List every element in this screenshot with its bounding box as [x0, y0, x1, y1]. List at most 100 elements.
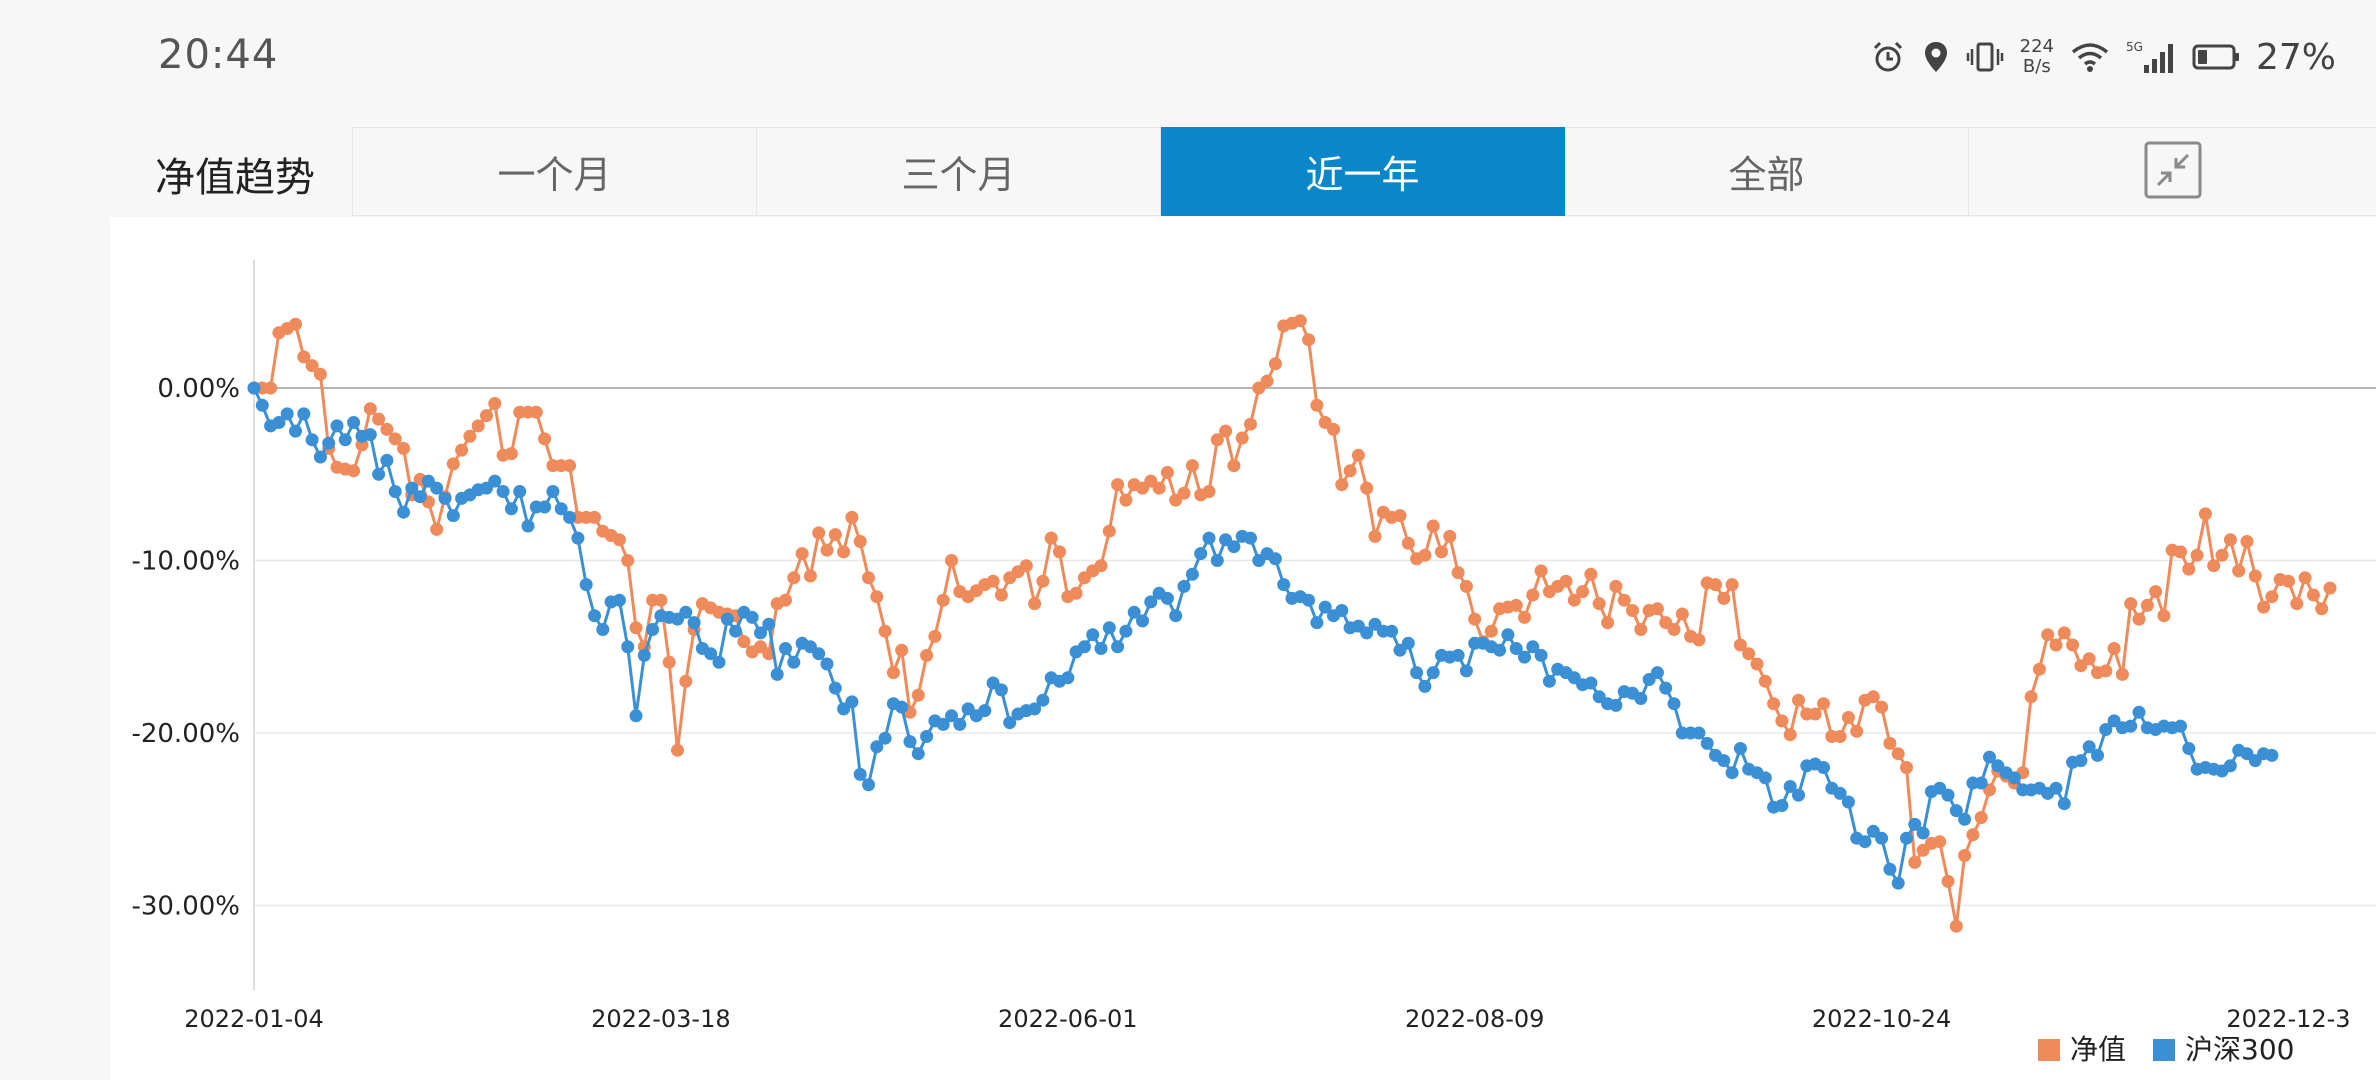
- data-point: [853, 535, 867, 548]
- data-point: [1617, 593, 1631, 607]
- x-tick-label: 2022-12-3: [2226, 1005, 2350, 1033]
- data-point: [779, 642, 792, 655]
- status-time: 20:44: [158, 32, 279, 78]
- data-point: [1634, 692, 1648, 705]
- data-point: [1111, 478, 1125, 492]
- tab-all[interactable]: 全部: [1565, 127, 1969, 216]
- data-point: [1302, 333, 1316, 347]
- x-tick-label: 2022-03-18: [591, 1005, 730, 1033]
- data-point: [1509, 642, 1523, 655]
- data-point: [1534, 564, 1548, 578]
- location-icon: [1922, 39, 1950, 75]
- data-point: [2298, 571, 2312, 585]
- data-point: [1169, 609, 1183, 623]
- data-point: [1908, 855, 1922, 869]
- tab-one-month[interactable]: 一个月: [352, 127, 757, 216]
- data-point: [2057, 797, 2071, 811]
- data-point: [1675, 607, 1689, 621]
- data-point: [1974, 776, 1988, 790]
- legend: 净值 沪深300: [2038, 1033, 2294, 1066]
- data-point: [1194, 547, 1208, 561]
- data-point: [1028, 597, 1042, 611]
- data-point: [953, 717, 967, 731]
- data-point: [920, 730, 934, 743]
- data-point: [1260, 374, 1274, 388]
- data-point: [1817, 697, 1830, 711]
- data-point: [820, 543, 834, 557]
- data-point: [994, 588, 1008, 602]
- data-point: [1783, 728, 1797, 742]
- data-point: [803, 569, 817, 583]
- collapse-button[interactable]: [1969, 127, 2376, 216]
- data-point: [612, 533, 626, 547]
- data-point: [1534, 648, 1548, 662]
- data-point: [2265, 748, 2279, 762]
- data-point: [2240, 535, 2254, 548]
- data-point: [1775, 714, 1789, 728]
- y-tick-label: -20.00%: [131, 719, 240, 749]
- data-point: [2174, 545, 2187, 559]
- data-point: [446, 457, 460, 471]
- data-point: [828, 681, 842, 695]
- tab-past-year[interactable]: 近一年: [1161, 127, 1565, 216]
- net-speed-unit: B/s: [2022, 56, 2051, 77]
- network-type: 5G: [2126, 40, 2143, 54]
- wifi-icon: [2070, 40, 2110, 74]
- data-point: [521, 519, 535, 533]
- data-point: [463, 429, 477, 443]
- data-point: [1111, 640, 1125, 654]
- data-point: [1185, 567, 1199, 581]
- data-point: [1634, 623, 1648, 636]
- data-point: [2182, 562, 2196, 576]
- data-point: [2082, 652, 2096, 666]
- data-point: [1509, 598, 1523, 612]
- data-point: [2232, 564, 2246, 578]
- data-point: [330, 419, 344, 433]
- data-point: [1144, 595, 1158, 609]
- data-point: [289, 317, 302, 331]
- data-point: [737, 635, 751, 649]
- data-point: [488, 474, 502, 488]
- y-tick-label: 0.00%: [157, 374, 240, 404]
- data-point: [911, 747, 925, 761]
- data-point: [1244, 417, 1257, 431]
- data-point: [2132, 612, 2146, 626]
- data-point: [1044, 531, 1058, 545]
- data-point: [588, 609, 601, 623]
- data-point: [563, 510, 577, 524]
- series-index: [247, 381, 2279, 890]
- data-point: [538, 432, 552, 446]
- data-point: [1335, 604, 1349, 617]
- legend-label: 净值: [2070, 1033, 2126, 1066]
- legend-swatch: [2153, 1039, 2175, 1061]
- data-point: [1916, 826, 1930, 840]
- y-tick-label: -30.00%: [131, 892, 240, 922]
- data-point: [1069, 586, 1083, 600]
- data-point: [1883, 862, 1897, 876]
- data-point: [2057, 626, 2071, 640]
- data-point: [1368, 529, 1382, 543]
- axis-layer: 0.00% -10.00% -20.00% -30.00% 2022-01-04 2022…: [131, 260, 2351, 1033]
- data-point: [563, 459, 577, 473]
- data-point: [2099, 664, 2113, 678]
- data-point: [1077, 640, 1091, 654]
- data-point: [612, 593, 626, 607]
- data-point: [1841, 795, 1855, 809]
- data-point: [1351, 448, 1365, 462]
- data-point: [1102, 524, 1116, 538]
- data-point: [388, 432, 402, 446]
- battery-percent: 27%: [2255, 36, 2336, 78]
- data-point: [745, 610, 759, 624]
- data-point: [405, 481, 419, 495]
- tab-three-months[interactable]: 三个月: [757, 127, 1161, 216]
- data-point: [2290, 597, 2304, 611]
- data-point: [1875, 700, 1889, 714]
- data-point: [720, 612, 734, 626]
- data-point: [1783, 780, 1797, 793]
- data-point: [1152, 481, 1166, 495]
- x-tick-label: 2022-10-24: [1812, 1005, 1951, 1033]
- data-point: [1459, 579, 1473, 593]
- nav-trend-chart[interactable]: 0.00% -10.00% -20.00% -30.00% 2022-01-04 2022…: [110, 217, 2376, 1080]
- data-point: [1094, 642, 1108, 655]
- data-point: [1268, 552, 1282, 566]
